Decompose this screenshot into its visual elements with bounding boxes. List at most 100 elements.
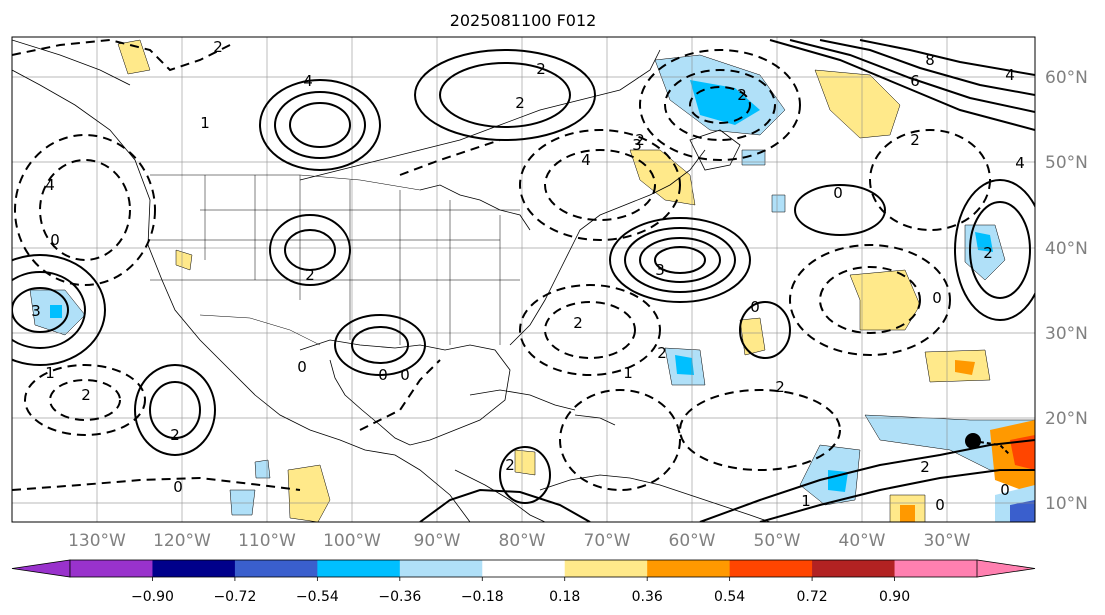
latitude-label: 30°N bbox=[1045, 324, 1088, 344]
colorbar-segment bbox=[70, 560, 153, 577]
contour-lines bbox=[12, 38, 1035, 522]
contour-jet-2 bbox=[789, 39, 1035, 113]
fill-patch-26 bbox=[229, 489, 256, 516]
colorbar-segment bbox=[894, 560, 978, 577]
colorbar-segment bbox=[647, 560, 731, 577]
fill-patch-10 bbox=[50, 305, 62, 318]
fill-patch-6 bbox=[964, 224, 1006, 281]
contour-high-pac-3 bbox=[12, 287, 69, 333]
contour-high-epac-1 bbox=[134, 364, 216, 456]
border-us-canada bbox=[150, 174, 421, 191]
contour-low-can-1 bbox=[519, 129, 681, 241]
contour-label: 2 bbox=[920, 458, 930, 476]
contour-high-atl-2 bbox=[624, 227, 736, 293]
fill-patch-28 bbox=[175, 249, 193, 271]
contour-low-west-2 bbox=[39, 159, 131, 261]
fill-patch-7 bbox=[975, 232, 993, 252]
contour-label: 3 bbox=[31, 302, 41, 320]
contour-label: 0 bbox=[400, 366, 410, 384]
fill-patch-20 bbox=[828, 470, 848, 492]
contour-low-nw-atl-1 bbox=[869, 129, 991, 231]
longitude-label: 120°W bbox=[153, 531, 211, 551]
colorbar-segment bbox=[399, 560, 483, 577]
contour-high-nw-2 bbox=[274, 91, 366, 159]
contour-low-north-1 bbox=[12, 38, 231, 72]
fill-patch-1 bbox=[117, 39, 151, 75]
contour-low-pac-1 bbox=[24, 364, 146, 436]
fill-patch-15 bbox=[955, 360, 975, 375]
fill-patch-31 bbox=[771, 194, 786, 213]
colorbar-segment bbox=[564, 560, 648, 577]
longitude-label: 80°W bbox=[499, 531, 546, 551]
contour-high-nw-3 bbox=[289, 102, 351, 148]
contour-high-epac-2 bbox=[149, 381, 201, 439]
contour-high-atl-3 bbox=[639, 237, 721, 283]
coast-cuba bbox=[469, 389, 576, 411]
contour-label: 2 bbox=[81, 386, 91, 404]
fill-patch-18 bbox=[1010, 435, 1035, 470]
colorbar-tick-label: 0.90 bbox=[879, 589, 910, 605]
contour-low-trop-1 bbox=[679, 389, 841, 471]
contour-label: 2 bbox=[170, 426, 180, 444]
contour-label: 2 bbox=[657, 344, 667, 362]
fill-patch-3 bbox=[690, 80, 760, 125]
coast-hispaniola bbox=[574, 414, 616, 426]
colorbar-tick-label: −0.72 bbox=[213, 589, 256, 605]
contour-label: 0 bbox=[1000, 481, 1010, 499]
colorbar-tick-label: −0.36 bbox=[378, 589, 421, 605]
colorbar-tick-label: −0.54 bbox=[296, 589, 339, 605]
longitude-label: 60°W bbox=[669, 531, 716, 551]
contour-label: 2 bbox=[536, 60, 546, 78]
contour-high-pac-1 bbox=[12, 254, 106, 366]
contour-jet-4 bbox=[859, 39, 1035, 76]
latitude-label: 50°N bbox=[1045, 153, 1088, 173]
border-us-mexico bbox=[199, 314, 321, 346]
contour-low-se-2 bbox=[544, 301, 636, 359]
latitude-label: 10°N bbox=[1045, 494, 1088, 514]
contour-low-ne-3 bbox=[689, 86, 751, 124]
contour-jet-1 bbox=[769, 39, 1035, 131]
contour-high-atl-1 bbox=[609, 217, 751, 303]
contour-low-atl-1 bbox=[789, 244, 951, 356]
contour-label: 4 bbox=[303, 72, 313, 90]
longitude-label: 70°W bbox=[584, 531, 631, 551]
colorbar-tick-label: 0.72 bbox=[797, 589, 828, 605]
map-panel: 2 4 6 8 2 2 2 1 2 4 2 3 0 4 2 3 0 0 4 2 … bbox=[12, 37, 1035, 522]
colorbar-segment bbox=[317, 560, 401, 577]
state-lines bbox=[150, 175, 520, 345]
contour-low-se-1 bbox=[519, 284, 661, 376]
contour-label: 4 bbox=[581, 151, 591, 169]
colorbar-ticks: −0.90 −0.72 −0.54 −0.36 −0.18 0.18 0.36 0.54 0.7… bbox=[131, 577, 910, 605]
fill-patch-30 bbox=[254, 459, 271, 479]
longitude-label: 50°W bbox=[754, 531, 801, 551]
colorbar-tick-label: −0.18 bbox=[461, 589, 504, 605]
contour-label: 3 bbox=[632, 136, 642, 154]
colorbar-tick-label: 0.18 bbox=[549, 589, 580, 605]
coast-alaska bbox=[12, 39, 131, 86]
contour-label: 6 bbox=[910, 72, 920, 90]
latitude-labels: 60°N 50°N 40°N 30°N 20°N 10°N bbox=[1045, 68, 1088, 514]
contour-label: 2 bbox=[213, 38, 223, 56]
contour-label: 0 bbox=[833, 184, 843, 202]
contour-high-east-1 bbox=[954, 179, 1035, 321]
contour-high-ne-1 bbox=[414, 49, 596, 141]
colorbar-over-triangle bbox=[976, 559, 1036, 578]
longitude-label: 100°W bbox=[323, 531, 381, 551]
coastlines bbox=[12, 39, 771, 522]
solid-contours bbox=[12, 39, 1035, 522]
fill-patch-24 bbox=[1010, 500, 1035, 522]
fill-patch-25 bbox=[287, 464, 331, 522]
contour-label: 2 bbox=[910, 131, 920, 149]
contour-low-car-1 bbox=[559, 389, 681, 491]
contour-label: 4 bbox=[1005, 66, 1015, 84]
state-borders bbox=[150, 174, 520, 346]
colorbar-tick-label: 0.54 bbox=[714, 589, 745, 605]
coast-central-america bbox=[454, 469, 546, 522]
contour-trop-3 bbox=[419, 488, 591, 522]
colorbar-tick-label: −0.90 bbox=[131, 589, 174, 605]
contour-trop-1 bbox=[699, 439, 1035, 522]
contour-label: 1 bbox=[200, 114, 210, 132]
contour-low-ne-2 bbox=[664, 69, 776, 141]
contour-label: 1 bbox=[623, 364, 633, 382]
